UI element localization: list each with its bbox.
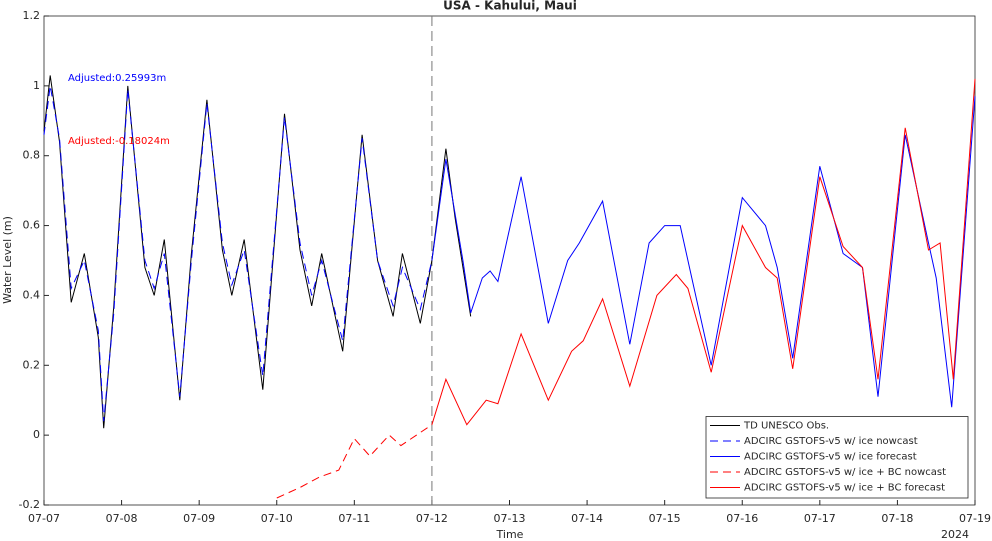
legend-label: ADCIRC GSTOFS-v5 w/ ice forecast [744,452,917,463]
chart-title: USA - Kahului, Maui [443,0,577,13]
x-tick-label: 07-08 [106,512,138,525]
legend-box [705,416,969,499]
year-label: 2024 [941,528,969,541]
y-tick-label: 0.4 [23,288,41,301]
series-line [431,78,976,426]
legend-label: ADCIRC GSTOFS-v5 w/ ice nowcast [744,436,918,447]
x-tick-label: 07-09 [183,512,215,525]
y-axis-label: Water Level (m) [1,216,14,304]
x-tick-label: 07-15 [649,512,681,525]
y-tick-label: 0.2 [23,358,41,371]
x-tick-label: 07-13 [494,512,526,525]
legend-label: ADCIRC GSTOFS-v5 w/ ice + BC forecast [744,483,945,494]
annotation: Adjusted:-0.18024m [68,136,170,147]
x-tick-label: 07-18 [881,512,913,525]
y-tick-label: 0 [33,428,40,441]
y-tick-label: 1 [33,79,40,92]
series-line [276,424,433,499]
y-tick-label: 0.6 [23,219,41,232]
x-tick-label: 07-16 [726,512,758,525]
x-tick-label: 07-11 [338,512,370,525]
series-line [43,85,433,422]
legend-label: ADCIRC GSTOFS-v5 w/ ice + BC nowcast [744,467,946,478]
x-tick-label: 07-12 [416,512,448,525]
series-line [431,96,976,408]
x-tick-label: 07-17 [804,512,836,525]
x-axis-label: Time [496,528,524,541]
x-tick-label: 07-14 [571,512,603,525]
legend-label: TD UNESCO Obs. [743,421,829,432]
y-tick-label: 1.2 [23,9,41,22]
y-tick-label: -0.2 [19,498,40,511]
annotation: Adjusted:0.25993m [68,73,166,84]
y-tick-label: 0.8 [23,149,41,162]
x-tick-label: 07-19 [959,512,991,525]
x-tick-label: 07-10 [261,512,293,525]
x-tick-label: 07-07 [28,512,60,525]
